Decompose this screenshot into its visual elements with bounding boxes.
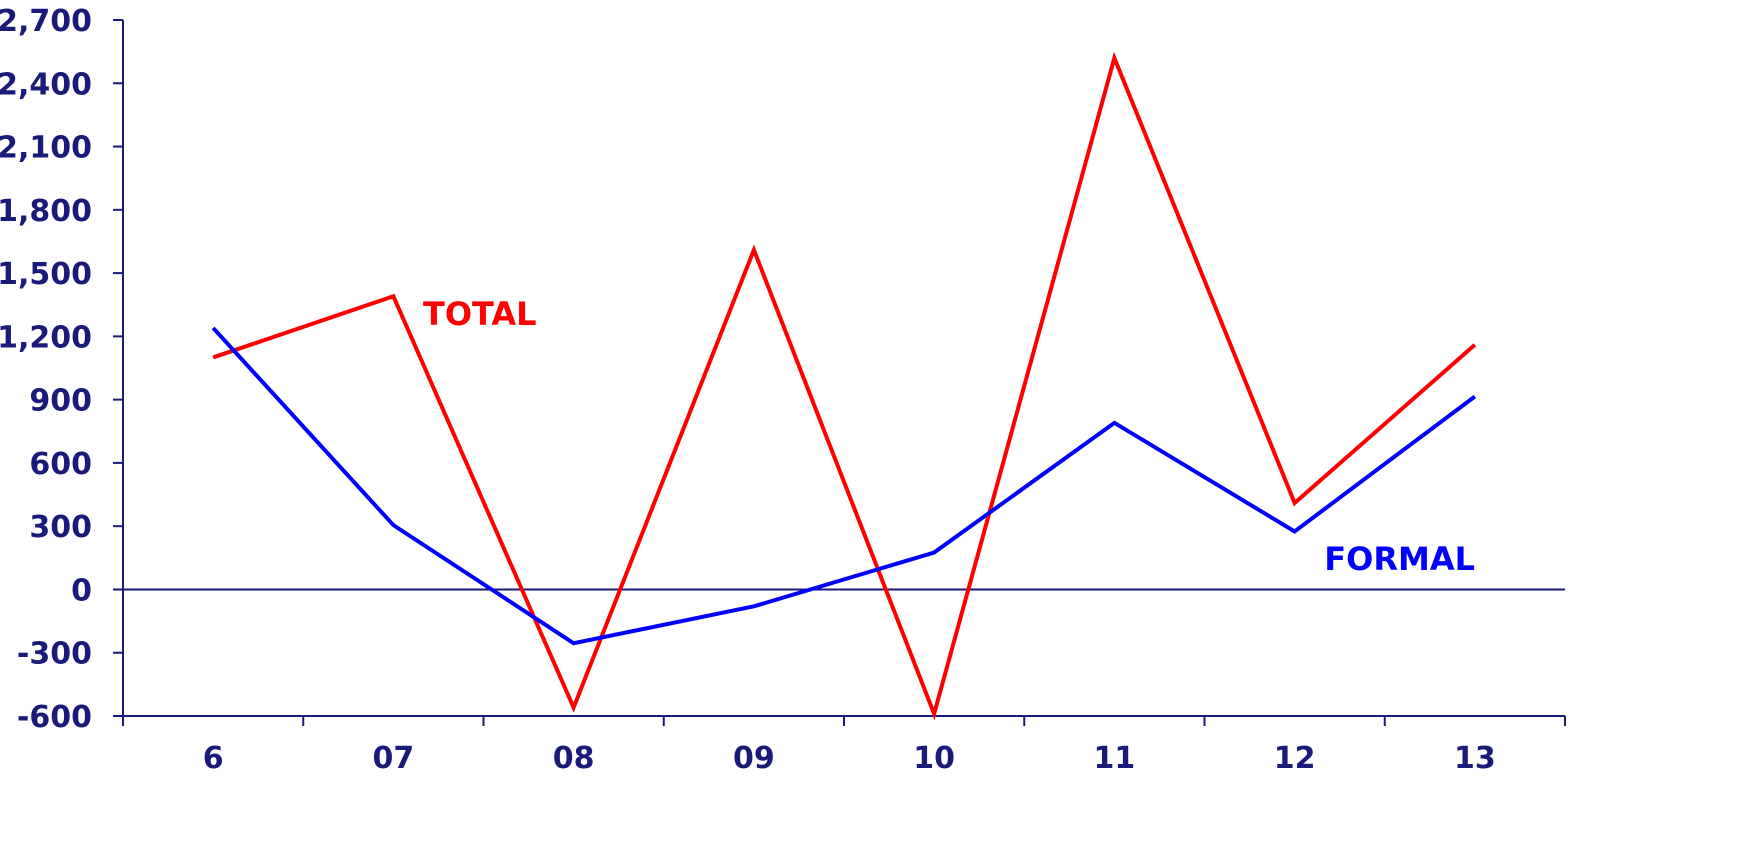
x-tick-label: 08 (553, 741, 595, 776)
series-lines (211, 51, 1477, 721)
series-label-formal: FORMAL (1324, 540, 1475, 578)
y-tick-label: 300 (29, 510, 92, 545)
x-tick-label: 13 (1454, 741, 1496, 776)
series-line-formal (211, 326, 1477, 646)
x-tick-label: 10 (913, 741, 955, 776)
y-tick-label: 1,800 (0, 194, 92, 229)
y-tick-label: 900 (29, 384, 92, 419)
series-line-total (212, 51, 1477, 721)
y-tick-label: 600 (29, 447, 92, 482)
y-tick-label: 1,500 (0, 257, 92, 292)
y-tick-label: -300 (17, 637, 92, 672)
x-tick-label: 09 (733, 741, 775, 776)
y-tick-label: 2,400 (0, 67, 92, 102)
y-tick-label: 0 (71, 573, 92, 608)
y-tick-label: 2,700 (0, 4, 92, 39)
series-label-total: TOTAL (423, 295, 537, 333)
y-tick-label: -600 (17, 700, 92, 735)
y-tick-label: 2,100 (0, 131, 92, 166)
x-tick-label: 11 (1094, 741, 1136, 776)
x-tick-label: 12 (1274, 741, 1316, 776)
y-tick-label: 1,200 (0, 320, 92, 355)
y-axis: -600 -300 0 300 600 900 1,200 1,500 1,800 2,100 2,… (0, 4, 124, 735)
x-tick-label: 6 (203, 741, 224, 776)
x-axis: 6 07 08 09 10 11 12 13 (113, 588, 1566, 776)
x-tick-label: 07 (373, 741, 415, 776)
